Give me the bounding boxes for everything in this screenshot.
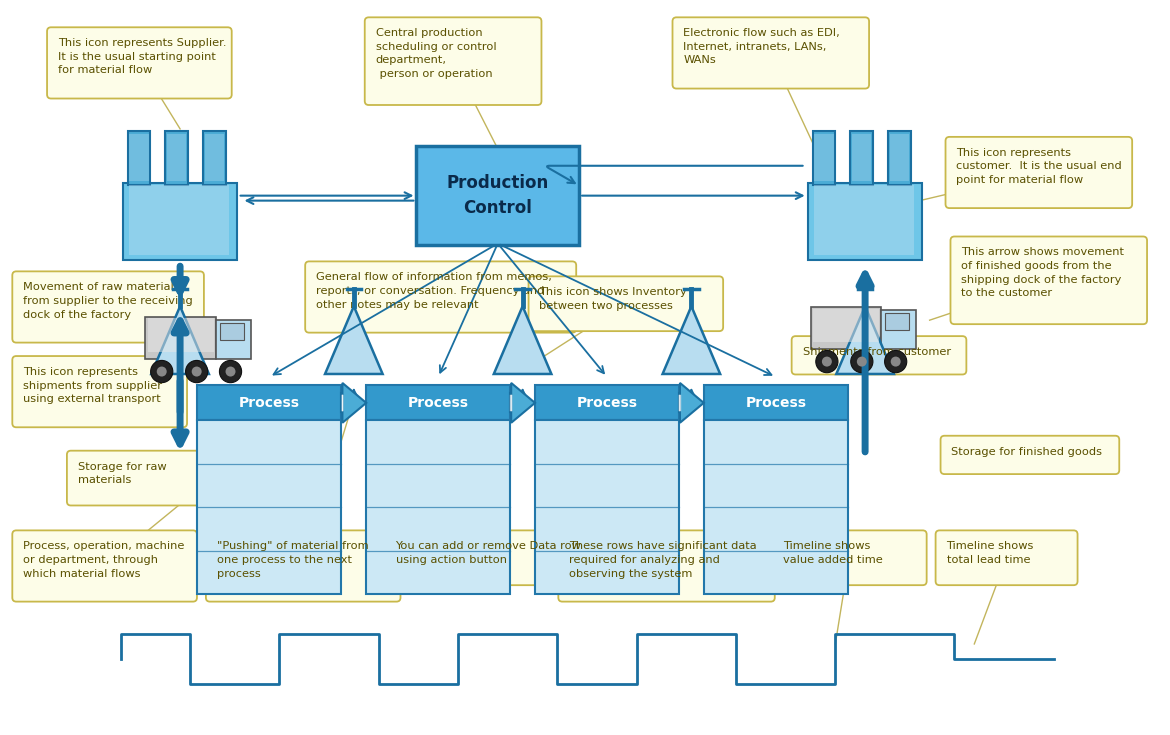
Circle shape — [851, 351, 873, 373]
Bar — [881, 310, 916, 348]
Polygon shape — [680, 383, 704, 423]
Bar — [889, 134, 909, 182]
FancyBboxPatch shape — [47, 27, 232, 98]
Text: Timeline shows
total lead time: Timeline shows total lead time — [947, 542, 1034, 565]
Circle shape — [821, 356, 832, 367]
Text: Storage for finished goods: Storage for finished goods — [951, 447, 1102, 456]
Text: This icon represents
shipments from supplier
using external transport: This icon represents shipments from supp… — [23, 367, 163, 404]
Bar — [813, 131, 835, 185]
Polygon shape — [494, 306, 551, 374]
Bar — [198, 420, 342, 594]
FancyBboxPatch shape — [13, 271, 204, 343]
Text: This icon represents
customer.  It is the usual end
point for material flow: This icon represents customer. It is the… — [956, 148, 1122, 185]
Bar — [813, 185, 914, 255]
Bar — [813, 309, 880, 343]
FancyBboxPatch shape — [529, 276, 723, 331]
Bar — [366, 420, 510, 594]
Bar — [205, 134, 223, 182]
FancyBboxPatch shape — [67, 451, 209, 506]
Bar — [130, 134, 149, 182]
Polygon shape — [511, 383, 535, 423]
Bar — [888, 131, 910, 185]
Text: General flow of information from memos,
reports, or conversation. Frequency and
: General flow of information from memos, … — [316, 273, 552, 309]
FancyBboxPatch shape — [206, 531, 400, 602]
Bar — [147, 318, 214, 353]
Bar — [128, 131, 151, 185]
Text: Process: Process — [407, 395, 469, 409]
Circle shape — [151, 360, 173, 383]
FancyBboxPatch shape — [945, 137, 1133, 208]
Bar — [704, 420, 848, 594]
Bar — [165, 131, 188, 185]
Text: These rows have significant data
required for analyzing and
observing the system: These rows have significant data require… — [570, 542, 757, 578]
FancyBboxPatch shape — [385, 531, 596, 585]
Bar — [885, 313, 909, 330]
Text: This icon shows Inventory
between two processes: This icon shows Inventory between two pr… — [539, 287, 687, 311]
FancyBboxPatch shape — [950, 237, 1147, 324]
Circle shape — [856, 356, 867, 367]
Text: Production
Control: Production Control — [447, 174, 549, 217]
Bar — [145, 317, 216, 359]
Circle shape — [220, 360, 241, 383]
Polygon shape — [151, 306, 209, 374]
Circle shape — [186, 360, 208, 383]
Text: Process, operation, machine
or department, through
which material flows: Process, operation, machine or departmen… — [23, 542, 185, 578]
Bar — [535, 385, 679, 420]
Circle shape — [815, 351, 838, 373]
Text: Timeline shows
value added time: Timeline shows value added time — [783, 542, 882, 565]
Circle shape — [226, 367, 235, 376]
FancyBboxPatch shape — [417, 146, 579, 245]
Bar — [202, 131, 226, 185]
FancyBboxPatch shape — [365, 18, 542, 105]
Bar — [814, 134, 833, 182]
Text: Electronic flow such as EDI,
Internet, intranets, LANs,
WANs: Electronic flow such as EDI, Internet, i… — [683, 28, 840, 65]
Text: This arrow shows movement
of finished goods from the
shipping dock of the factor: This arrow shows movement of finished go… — [962, 248, 1124, 298]
FancyBboxPatch shape — [13, 531, 197, 602]
Text: This icon represents Supplier.
It is the usual starting point
for material flow: This icon represents Supplier. It is the… — [58, 38, 227, 76]
FancyBboxPatch shape — [305, 262, 576, 333]
Polygon shape — [343, 383, 366, 423]
Text: Process: Process — [577, 395, 638, 409]
Polygon shape — [662, 306, 721, 374]
FancyBboxPatch shape — [792, 336, 966, 374]
Text: Central production
scheduling or control
department,
 person or operation: Central production scheduling or control… — [376, 28, 496, 79]
FancyBboxPatch shape — [936, 531, 1078, 585]
Bar — [704, 385, 848, 420]
Circle shape — [885, 351, 907, 373]
Circle shape — [890, 356, 901, 367]
Text: Movement of raw materials
from supplier to the receiving
dock of the factory: Movement of raw materials from supplier … — [23, 282, 193, 320]
Text: Shipments from customer: Shipments from customer — [803, 347, 951, 357]
Text: Process: Process — [239, 395, 300, 409]
Bar — [811, 306, 881, 348]
FancyBboxPatch shape — [13, 356, 187, 427]
Bar — [535, 420, 679, 594]
Polygon shape — [837, 306, 894, 374]
Circle shape — [157, 367, 166, 376]
Bar — [851, 131, 873, 185]
Bar — [167, 134, 186, 182]
Circle shape — [192, 367, 201, 376]
Text: You can add or remove Data row
using action button: You can add or remove Data row using act… — [395, 542, 581, 565]
Bar — [852, 134, 872, 182]
Polygon shape — [325, 306, 383, 374]
Bar — [220, 323, 243, 340]
Bar — [129, 185, 229, 255]
Bar — [123, 183, 238, 260]
FancyBboxPatch shape — [673, 18, 869, 88]
Text: Process: Process — [745, 395, 806, 409]
Bar — [366, 385, 510, 420]
FancyBboxPatch shape — [772, 531, 927, 585]
Bar — [808, 183, 922, 260]
Text: "Pushing" of material from
one process to the next
process: "Pushing" of material from one process t… — [216, 542, 369, 578]
FancyBboxPatch shape — [941, 436, 1120, 474]
Bar — [198, 385, 342, 420]
FancyBboxPatch shape — [558, 531, 775, 602]
Bar — [216, 320, 252, 359]
Text: Storage for raw
materials: Storage for raw materials — [78, 462, 166, 485]
